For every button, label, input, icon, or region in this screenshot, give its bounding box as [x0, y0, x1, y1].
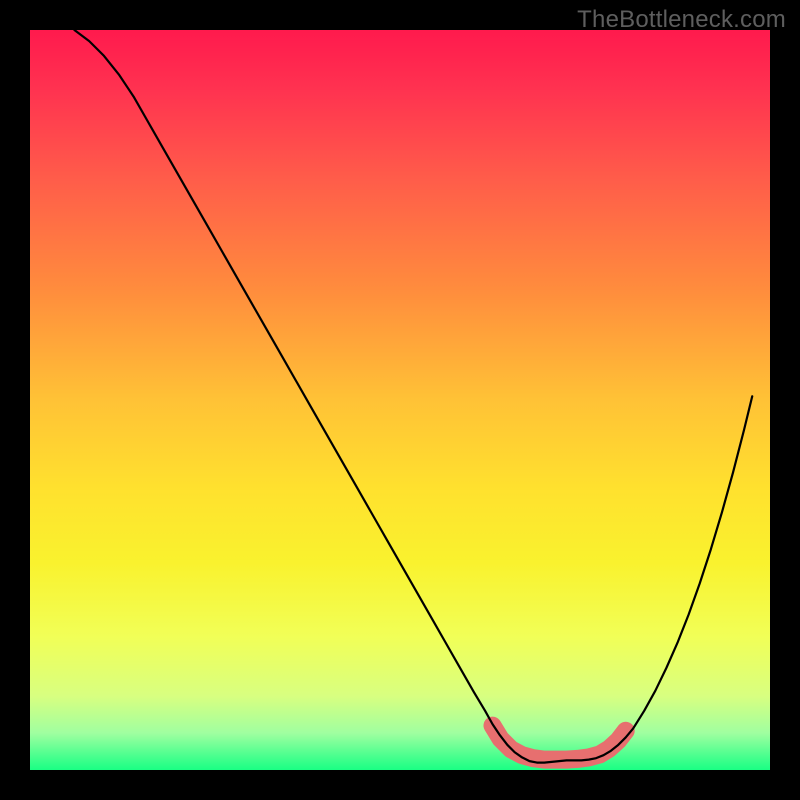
- watermark-text: TheBottleneck.com: [577, 6, 786, 34]
- gradient-plot-area: [30, 30, 770, 770]
- chart-svg: [0, 0, 800, 800]
- chart-container: TheBottleneck.com: [0, 0, 800, 800]
